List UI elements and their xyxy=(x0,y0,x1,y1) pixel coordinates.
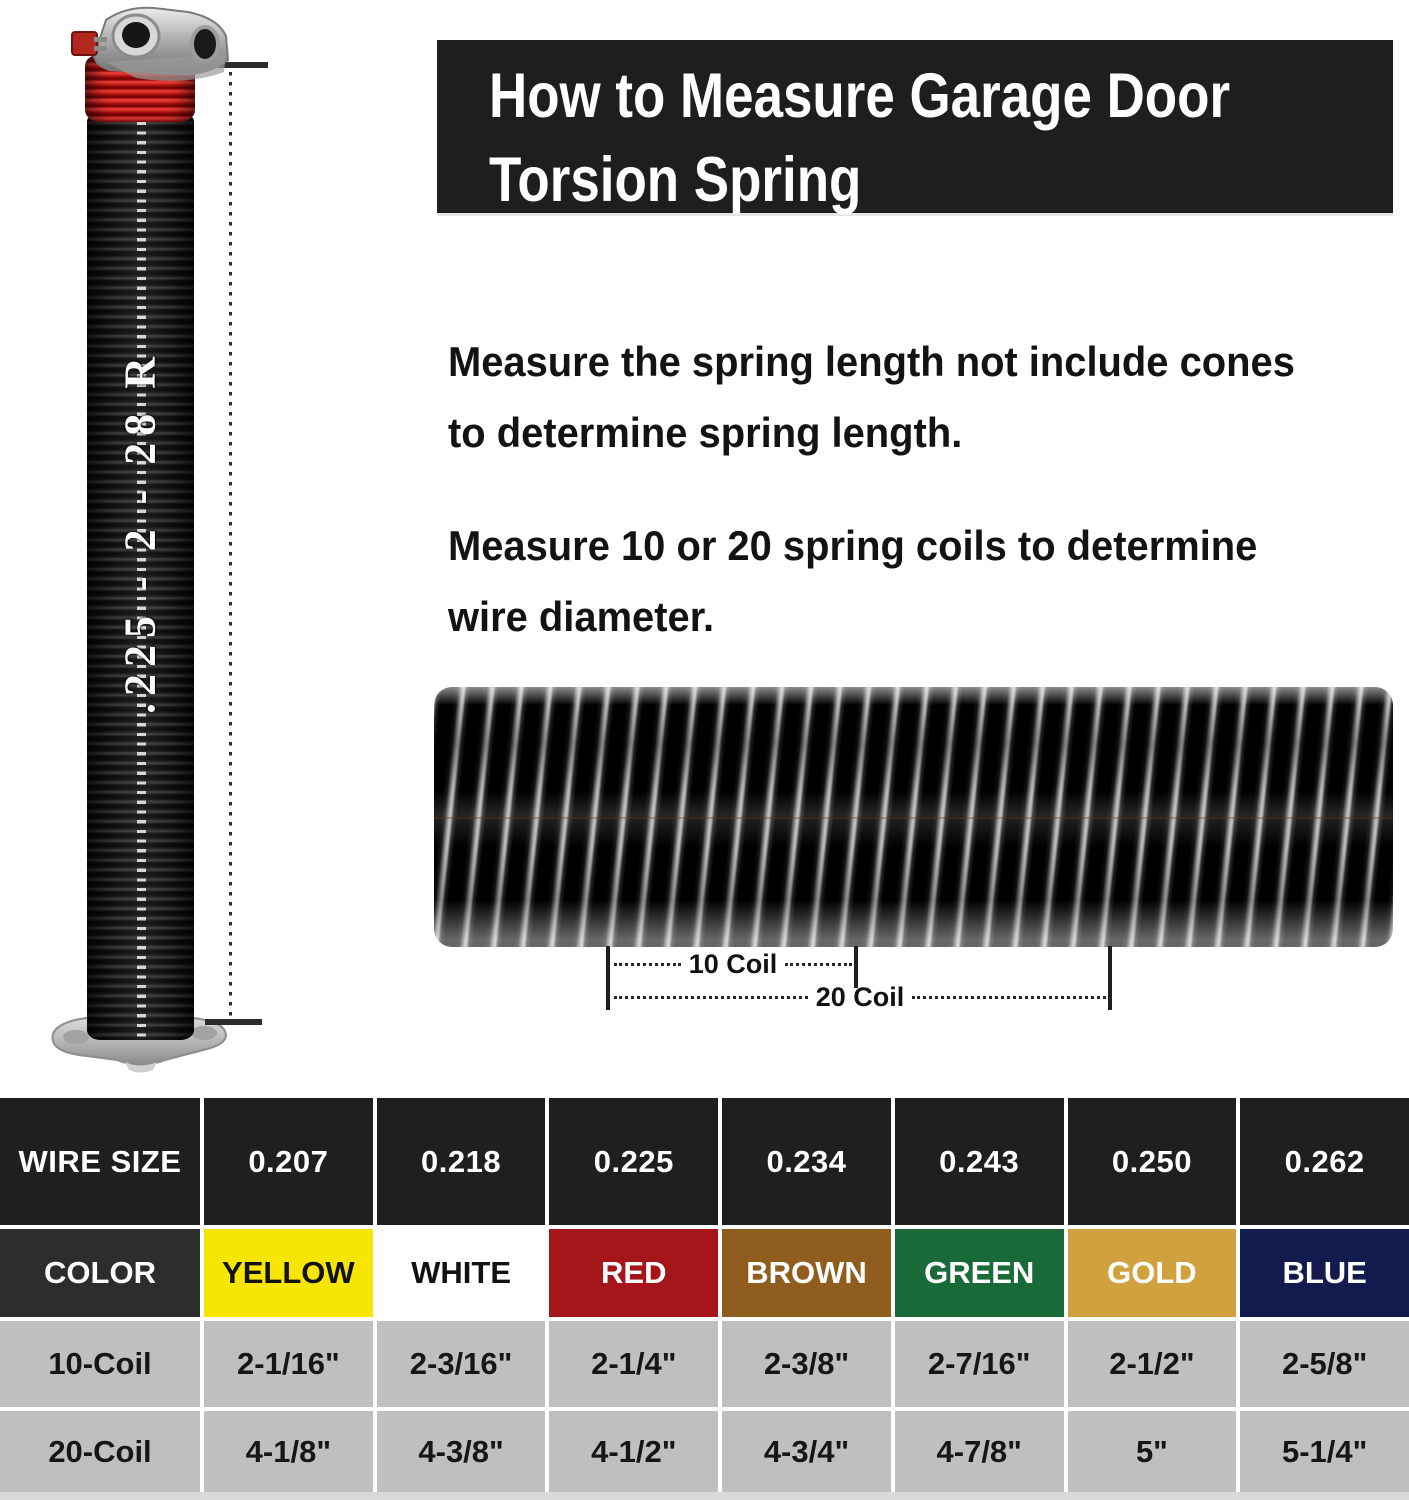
table-20coil-value: 4-1/2" xyxy=(549,1411,719,1492)
table-10coil-value: 2-7/16" xyxy=(894,1321,1064,1407)
paragraph-1-line-2: to determine spring length. xyxy=(448,409,963,456)
paragraph-2-line-2: wire diameter. xyxy=(448,593,715,640)
title-banner: How to Measure Garage Door Torsion Sprin… xyxy=(437,40,1393,215)
measure-cap-bottom xyxy=(205,1019,262,1025)
paragraph-2-line-1: Measure 10 or 20 spring coils to determi… xyxy=(448,522,1258,569)
twenty-coil-label: 20 Coil xyxy=(815,981,905,1012)
dimension-tick-20coil xyxy=(1108,946,1112,1010)
color-swatch-cell: BLUE xyxy=(1240,1229,1409,1317)
dotted-leader xyxy=(614,962,681,966)
table-10coil-row-label: 10-Coil xyxy=(0,1321,200,1407)
winding-cone xyxy=(71,6,230,81)
table-10coil-value: 2-1/2" xyxy=(1067,1321,1237,1407)
table-10coil-value: 2-1/4" xyxy=(549,1321,719,1407)
table-10coil-value: 2-3/8" xyxy=(722,1321,891,1407)
table-20coil-value: 4-1/8" xyxy=(204,1411,373,1492)
table-20coil-value: 5" xyxy=(1067,1411,1237,1492)
table-10coil-value: 2-1/16" xyxy=(204,1321,373,1407)
table-20coil-row-label: 20-Coil xyxy=(0,1411,200,1492)
color-swatch-cell: WHITE xyxy=(376,1229,546,1317)
table-header-value: 0.250 xyxy=(1067,1098,1237,1225)
dotted-leader xyxy=(614,995,808,999)
table-20coil-value: 5-1/4" xyxy=(1240,1411,1409,1492)
wire-size-spec-table: WIRE SIZE 0.207 0.218 0.225 0.234 0.243 … xyxy=(0,1098,1409,1492)
table-20coil-value: 4-3/4" xyxy=(722,1411,891,1492)
table-header-value: 0.234 xyxy=(722,1098,891,1225)
table-header-value: 0.207 xyxy=(204,1098,373,1225)
ten-coil-dimension: 10 Coil xyxy=(614,948,852,980)
table-20coil-value: 4-7/8" xyxy=(894,1411,1064,1492)
table-10coil-value: 2-5/8" xyxy=(1240,1321,1409,1407)
coil-closeup-photo xyxy=(434,687,1393,947)
page-title: How to Measure Garage Door Torsion Sprin… xyxy=(489,54,1230,222)
measure-dotted-line xyxy=(229,72,232,1016)
spring-size-label: .225 - 2 - 28 R xyxy=(115,349,165,715)
dimension-tick-10coil xyxy=(854,946,858,988)
table-header-value: 0.243 xyxy=(894,1098,1064,1225)
paragraph-1-line-1: Measure the spring length not include co… xyxy=(448,338,1295,385)
table-header-value: 0.218 xyxy=(376,1098,546,1225)
table-color-row-label: COLOR xyxy=(0,1229,200,1317)
ten-coil-label: 10 Coil xyxy=(688,948,778,979)
color-swatch-cell: BROWN xyxy=(722,1229,891,1317)
table-header-wire-size: WIRE SIZE xyxy=(0,1098,200,1225)
color-swatch-cell: YELLOW xyxy=(204,1229,373,1317)
title-line-1: How to Measure Garage Door xyxy=(489,61,1231,131)
color-swatch-cell: GREEN xyxy=(894,1229,1064,1317)
measure-cap-top xyxy=(210,62,268,68)
color-swatch-cell: GOLD xyxy=(1067,1229,1237,1317)
table-bottom-strip xyxy=(0,1492,1409,1500)
instruction-paragraph-2: Measure 10 or 20 spring coils to determi… xyxy=(448,510,1257,652)
dotted-leader xyxy=(912,995,1106,999)
twenty-coil-dimension: 20 Coil xyxy=(614,980,1106,1014)
color-swatch-cell: RED xyxy=(549,1229,719,1317)
dimension-tick-left xyxy=(606,946,610,1010)
dotted-leader xyxy=(785,962,852,966)
spring-coil-body: .225 - 2 - 28 R xyxy=(87,112,194,1040)
instruction-paragraph-1: Measure the spring length not include co… xyxy=(448,326,1295,468)
table-20coil-value: 4-3/8" xyxy=(376,1411,546,1492)
title-line-2: Torsion Spring xyxy=(489,145,862,215)
table-header-value: 0.225 xyxy=(549,1098,719,1225)
table-10coil-value: 2-3/16" xyxy=(376,1321,546,1407)
table-header-value: 0.262 xyxy=(1240,1098,1409,1225)
